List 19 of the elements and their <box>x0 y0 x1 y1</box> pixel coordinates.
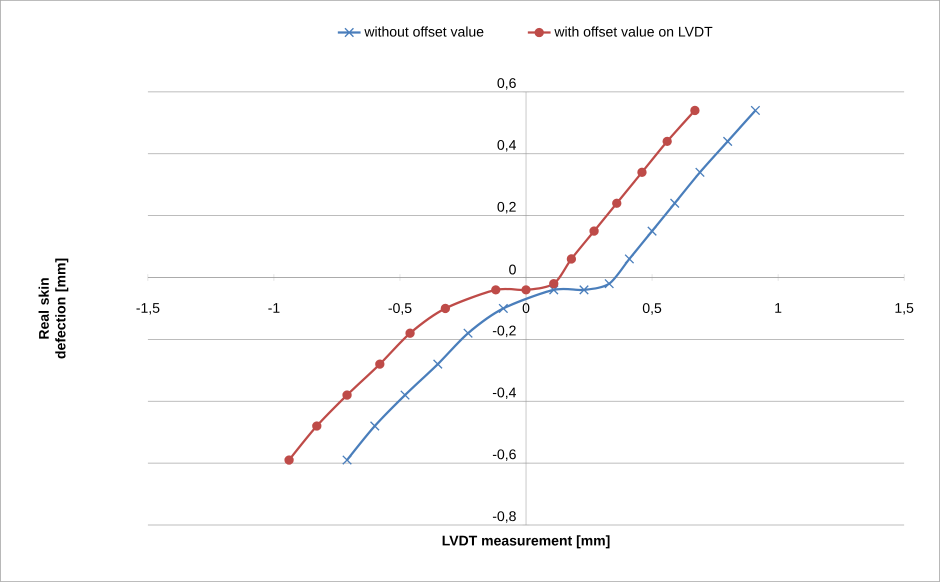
x-tick-label: 1,5 <box>895 303 914 315</box>
y-tick-label: 0 <box>509 264 516 275</box>
y-tick-label: 0,2 <box>497 202 516 214</box>
x-tick-label: -0,5 <box>388 303 412 315</box>
y-tick-label: -0,2 <box>492 326 516 338</box>
x-tick-label: 0 <box>522 303 530 314</box>
y-tick-label: -0,8 <box>492 511 516 523</box>
x-tick-label: -1 <box>268 303 280 313</box>
x-tick-label: -1,5 <box>136 303 160 315</box>
y-tick-label: 0,6 <box>497 78 516 90</box>
x-tick-label: 1 <box>775 303 782 313</box>
x-axis-title: LVDT measurement [mm] <box>442 535 610 548</box>
x-tick-label: 0,5 <box>642 303 662 315</box>
y-tick-label: 0,4 <box>497 140 516 152</box>
legend-label: without offset value <box>364 26 484 37</box>
y-axis-title: Real skin defection [mm] <box>38 258 68 358</box>
legend-label: with offset value on LVDT <box>554 26 712 37</box>
y-tick-label: -0,6 <box>492 449 516 461</box>
y-tick-label: -0,4 <box>492 388 516 400</box>
